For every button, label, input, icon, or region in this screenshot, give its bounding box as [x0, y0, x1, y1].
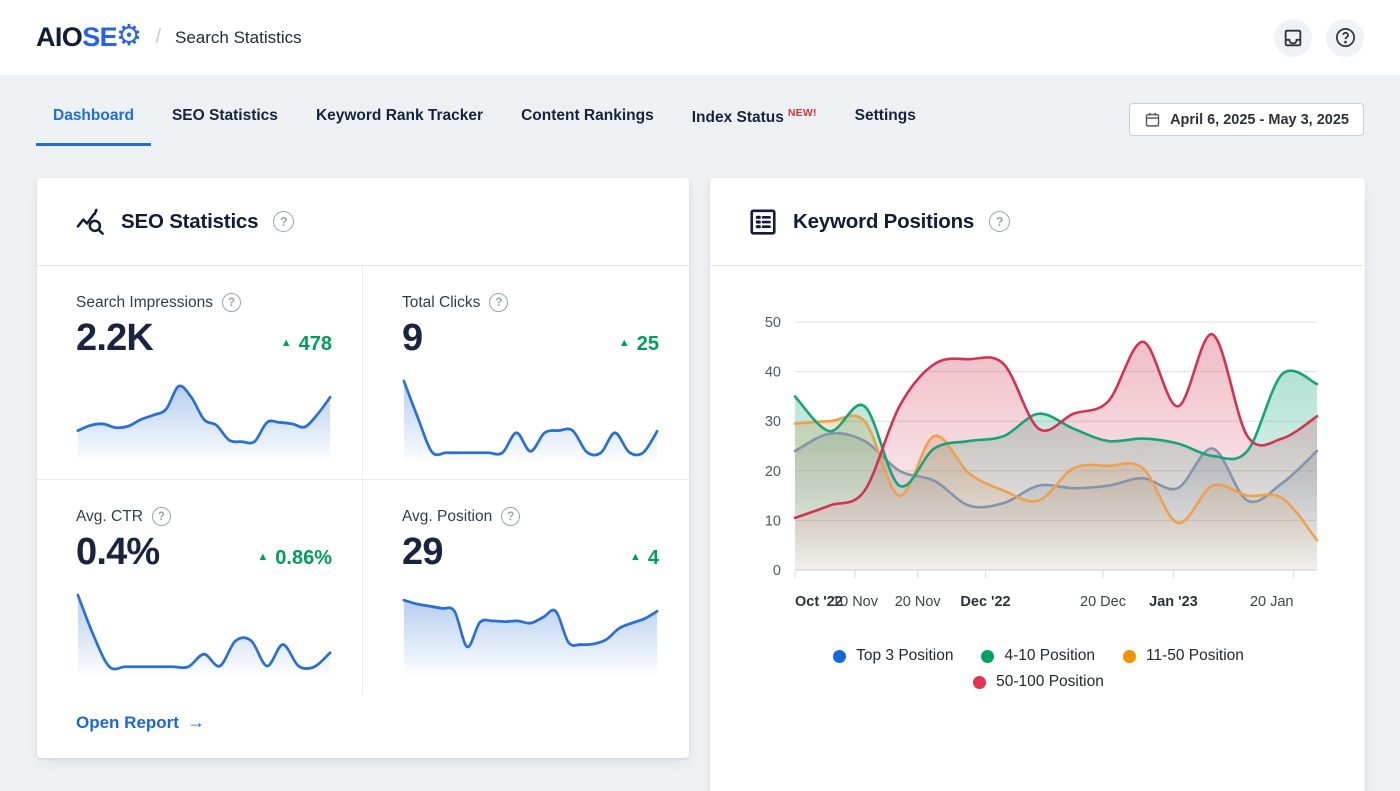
svg-text:20 Nov: 20 Nov [895, 594, 942, 610]
legend-label: Top 3 Position [856, 647, 954, 664]
chart-legend: Top 3 Position 4-10 Position 11-50 Positio… [766, 643, 1311, 695]
svg-text:10 Nov: 10 Nov [832, 594, 879, 610]
metric-help-icon[interactable]: ? [221, 293, 241, 312]
metric-sparkline [402, 374, 659, 460]
metric-sparkline [402, 588, 659, 674]
seo-statistics-card-header: SEO Statistics ? [37, 178, 689, 266]
notifications-inbox-button[interactable] [1274, 18, 1312, 57]
inbox-tray-icon [1282, 27, 1304, 49]
top-header: AIO SE ⚙ / Search Statistics [0, 0, 1400, 75]
legend-label: 11-50 Position [1145, 647, 1244, 664]
triangle-up-icon: ▲ [280, 337, 292, 350]
metric-label: Total Clicks [402, 293, 481, 311]
new-badge: NEW! [787, 106, 817, 119]
metric-delta: ▲ 478 [281, 333, 332, 360]
tab-seo-statistics[interactable]: SEO Statistics [171, 106, 278, 124]
legend-label: 50-100 Position [996, 673, 1104, 690]
tab-content-rankings[interactable]: Content Rankings [521, 106, 654, 124]
tab-settings[interactable]: Settings [854, 106, 916, 124]
metric-delta-value: 4 [647, 546, 659, 569]
tab-keyword-rank-tracker[interactable]: Keyword Rank Tracker [315, 106, 484, 124]
seo-statistics-card-footer: Open Report → [37, 694, 689, 733]
legend-dot [833, 649, 847, 663]
metric-delta-value: 478 [298, 332, 332, 355]
logo-text-se: SE [82, 22, 118, 52]
legend-dot [981, 649, 995, 663]
metric-avg-position: Avg. Position? 29 ▲ 4 [363, 480, 689, 694]
tab-dashboard[interactable]: Dashboard [36, 107, 151, 146]
legend-item-50-100-position[interactable]: 50-100 Position [973, 673, 1104, 691]
date-range-label: April 6, 2025 - May 3, 2025 [1170, 111, 1349, 128]
metric-value: 0.4% [76, 531, 160, 573]
seo-statistics-card: SEO Statistics ? Search Impressions? 2.2K… [37, 178, 689, 758]
seo-statistics-title: SEO Statistics [121, 209, 259, 233]
metric-label: Search Impressions [76, 293, 213, 311]
keyword-positions-chart: 0 10 20 30 40 50 Oct '22 10 Nov 20 Nov Dec '22 20 … [710, 266, 1365, 695]
svg-text:Dec '22: Dec '22 [960, 594, 1010, 610]
legend-label: 4-10 Position [1004, 647, 1095, 664]
metric-label: Avg. CTR [76, 507, 143, 525]
svg-text:40: 40 [765, 365, 781, 381]
seo-statistics-help-icon[interactable]: ? [273, 211, 295, 232]
triangle-up-icon: ▲ [257, 551, 269, 564]
tab-index-status[interactable]: Index Status NEW! [691, 106, 817, 126]
open-report-link[interactable]: Open Report → [76, 712, 205, 733]
svg-text:20: 20 [765, 464, 781, 480]
metric-avg-ctr: Avg. CTR? 0.4% ▲ 0.86% [37, 480, 363, 694]
logo-text-aio: AIO [36, 22, 83, 52]
aioseo-logo[interactable]: AIO SE ⚙ [36, 20, 142, 53]
legend-item-top-3-position[interactable]: Top 3 Position [833, 647, 953, 665]
list-icon [748, 207, 778, 237]
breadcrumb-separator: / [155, 26, 161, 48]
legend-dot [1122, 649, 1136, 663]
metric-delta-value: 0.86% [275, 546, 332, 569]
metrics-grid: Search Impressions? 2.2K ▲ 478 Total Clicks?… [37, 266, 689, 694]
help-button[interactable] [1326, 18, 1364, 57]
gear-icon: ⚙ [116, 20, 142, 52]
page-title: Search Statistics [175, 27, 302, 47]
metric-label: Avg. Position [402, 507, 493, 525]
tabs: Dashboard SEO Statistics Keyword Rank Trac… [36, 107, 933, 146]
svg-text:50: 50 [765, 315, 781, 331]
metric-delta: ▲ 0.86% [257, 547, 332, 574]
metric-total-clicks: Total Clicks? 9 ▲ 25 [363, 266, 689, 480]
trend-chart-magnifier-icon [75, 206, 106, 237]
svg-text:20 Jan: 20 Jan [1250, 594, 1294, 610]
metric-delta: ▲ 4 [630, 547, 659, 574]
metric-sparkline [76, 374, 332, 460]
metric-help-icon[interactable]: ? [501, 507, 521, 526]
svg-text:Oct '22: Oct '22 [795, 594, 843, 610]
legend-item-11-50-position[interactable]: 11-50 Position [1122, 647, 1244, 665]
keyword-positions-card: Keyword Positions ? 0 10 20 30 40 50 Oct '22 10… [710, 178, 1365, 791]
svg-text:10: 10 [765, 513, 781, 529]
metric-value: 29 [402, 531, 443, 573]
tab-bar: Dashboard SEO Statistics Keyword Rank Trac… [0, 75, 1400, 146]
calendar-icon [1144, 111, 1161, 128]
question-mark-icon [1334, 26, 1357, 49]
svg-text:30: 30 [765, 414, 781, 430]
legend-item-4-10-position[interactable]: 4-10 Position [981, 647, 1095, 665]
metric-value: 2.2K [76, 317, 154, 359]
date-range-picker[interactable]: April 6, 2025 - May 3, 2025 [1129, 103, 1364, 136]
metric-help-icon[interactable]: ? [489, 293, 509, 312]
metric-search-impressions: Search Impressions? 2.2K ▲ 478 [37, 266, 363, 480]
metric-value: 9 [402, 317, 423, 359]
keyword-positions-card-header: Keyword Positions ? [710, 178, 1365, 266]
dashboard-content: SEO Statistics ? Search Impressions? 2.2K… [0, 146, 1400, 791]
keyword-positions-help-icon[interactable]: ? [989, 211, 1011, 232]
metric-delta-value: 25 [636, 332, 659, 355]
svg-text:Jan '23: Jan '23 [1149, 594, 1198, 610]
metric-sparkline [76, 588, 332, 674]
triangle-up-icon: ▲ [629, 551, 641, 564]
open-report-label: Open Report [76, 712, 179, 732]
metric-help-icon[interactable]: ? [151, 507, 171, 526]
svg-text:20 Dec: 20 Dec [1080, 594, 1126, 610]
legend-dot [973, 675, 987, 689]
metric-delta: ▲ 25 [619, 333, 659, 360]
svg-text:0: 0 [773, 563, 781, 579]
keyword-positions-title: Keyword Positions [793, 209, 975, 233]
arrow-right-icon: → [186, 712, 205, 732]
triangle-up-icon: ▲ [618, 337, 630, 350]
